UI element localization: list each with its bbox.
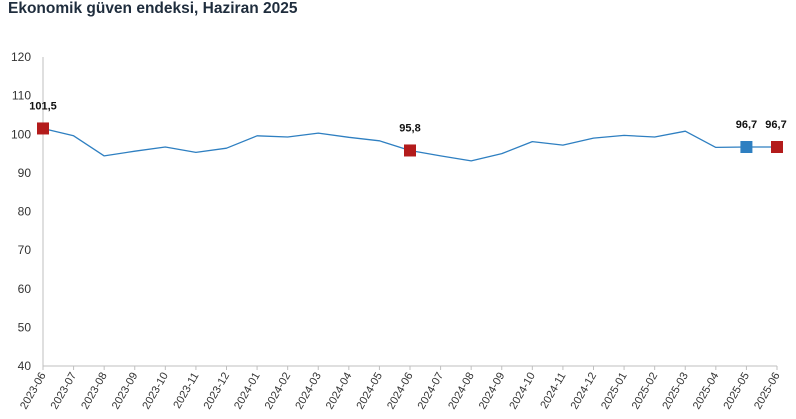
y-axis-ticks: 40 50 60 70 80 90 100 110 120 xyxy=(11,50,31,373)
y-tick-label: 80 xyxy=(18,205,32,219)
x-tick-label: 2023-07 xyxy=(49,371,80,412)
y-tick-label: 100 xyxy=(11,127,31,141)
x-tick-label: 2024-08 xyxy=(446,370,477,411)
y-tick-label: 110 xyxy=(12,89,31,103)
y-tick-label: 60 xyxy=(18,282,32,296)
x-tick-label: 2024-02 xyxy=(263,371,294,412)
x-tick-label: 2024-09 xyxy=(477,371,508,412)
y-tick-label: 90 xyxy=(18,166,32,180)
x-tick-label: 2023-10 xyxy=(140,371,171,412)
x-tick-label: 2023-11 xyxy=(171,371,201,411)
x-tick-label: 2024-03 xyxy=(293,371,324,412)
x-tick-label: 2024-05 xyxy=(354,371,385,412)
data-label: 96,7 xyxy=(765,119,786,131)
x-tick-label: 2023-08 xyxy=(79,371,110,412)
x-tick-label: 2025-05 xyxy=(721,371,752,412)
chart-title: Ekonomik güven endeksi, Haziran 2025 xyxy=(8,0,298,17)
x-tick-label: 2024-01 xyxy=(232,371,263,412)
data-point-marker xyxy=(771,140,783,153)
x-axis-ticks: 2023-06 2023-07 2023-08 2023-09 2023-10 2023-… xyxy=(18,366,783,411)
y-tick-label: 50 xyxy=(18,320,32,334)
x-tick-label: 2025-06 xyxy=(752,371,783,412)
data-label: 96,7 xyxy=(736,119,757,131)
data-label: 101,5 xyxy=(29,100,57,112)
data-point-marker xyxy=(37,122,49,135)
x-tick-label: 2024-07 xyxy=(416,371,447,412)
x-tick-label: 2025-03 xyxy=(660,371,691,412)
x-tick-label: 2023-06 xyxy=(18,371,49,412)
x-tick-label: 2024-04 xyxy=(324,371,355,412)
y-tick-label: 70 xyxy=(18,243,32,257)
x-tick-label: 2023-09 xyxy=(110,371,141,412)
data-point-marker xyxy=(404,144,416,157)
x-tick-label: 2024-11 xyxy=(538,371,568,411)
y-tick-label: 120 xyxy=(11,50,31,64)
marker-group: 101,5 95,8 96,7 96,7 xyxy=(29,100,787,157)
x-tick-label: 2023-12 xyxy=(202,371,233,412)
x-tick-label: 2025-02 xyxy=(630,371,661,412)
x-tick-label: 2025-01 xyxy=(599,371,630,412)
x-tick-label: 2024-10 xyxy=(507,371,538,412)
y-tick-label: 40 xyxy=(18,359,32,373)
data-label: 95,8 xyxy=(399,122,420,134)
x-tick-label: 2025-04 xyxy=(691,371,722,412)
x-tick-label: 2024-12 xyxy=(569,371,600,412)
data-point-marker xyxy=(740,140,753,153)
x-tick-label: 2024-06 xyxy=(385,371,416,412)
